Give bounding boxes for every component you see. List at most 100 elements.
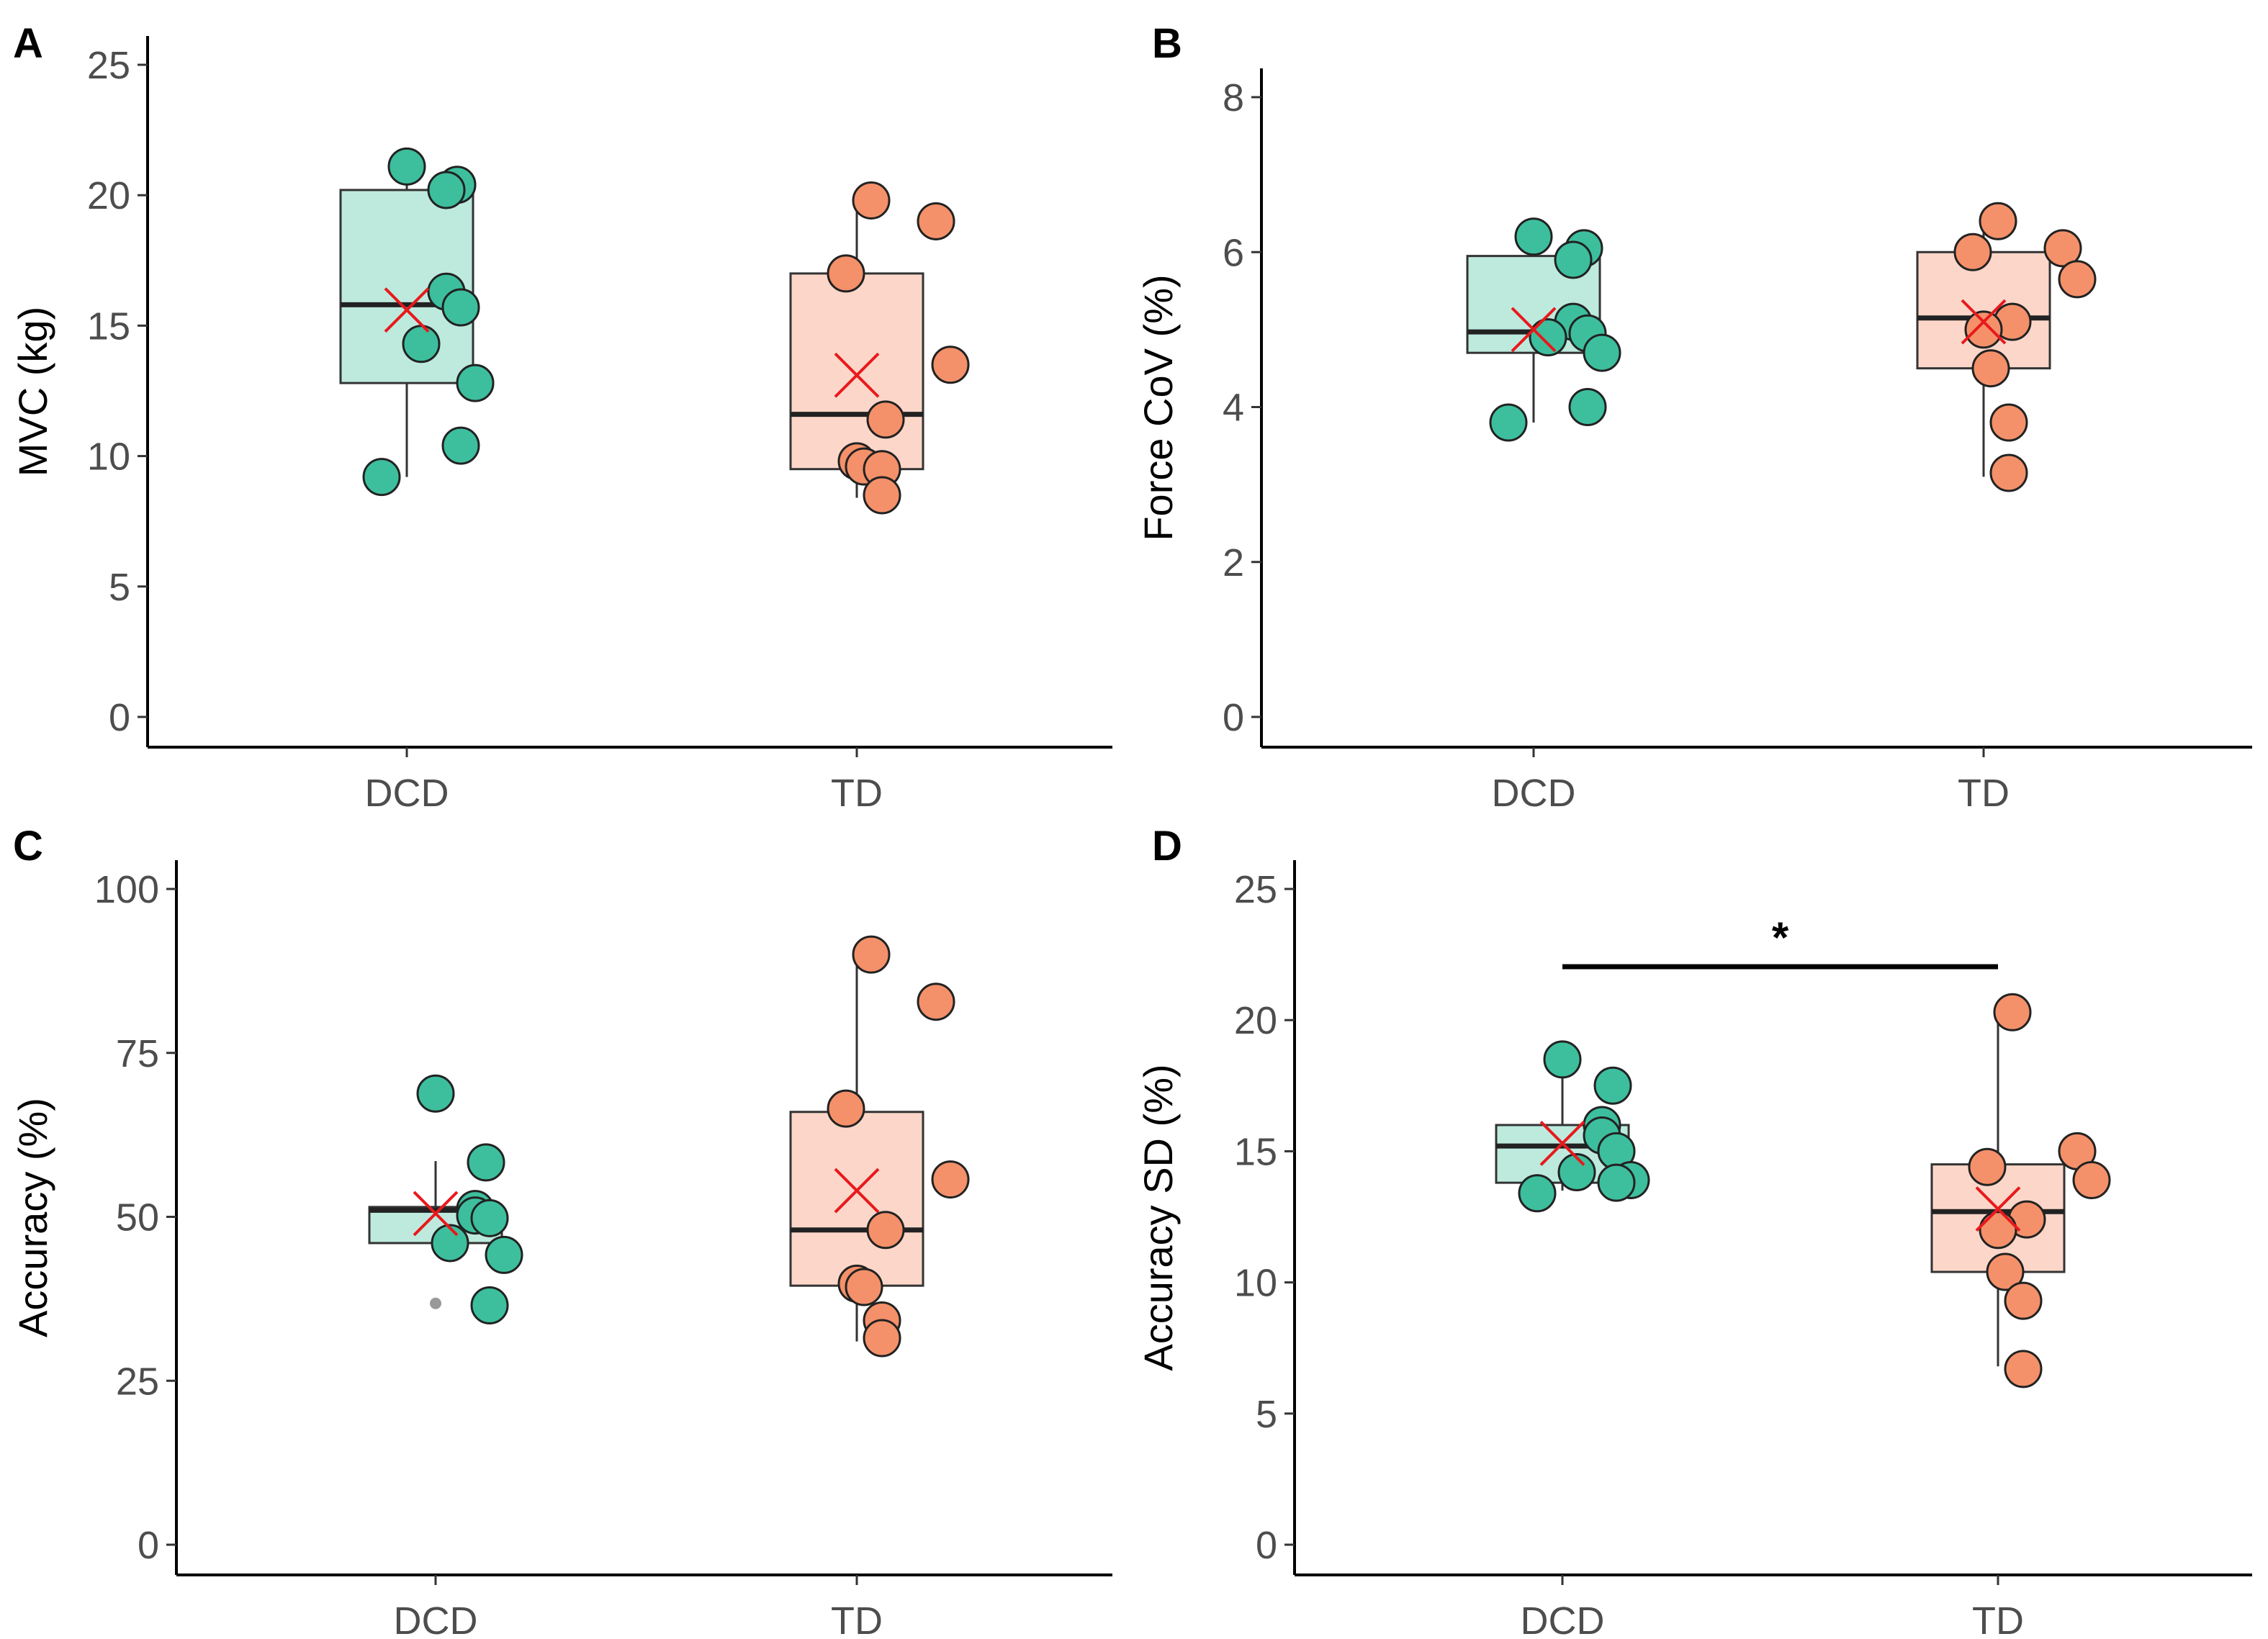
- data-point: [1953, 232, 1992, 271]
- data-point: [1557, 1153, 1596, 1192]
- data-point: [427, 171, 466, 209]
- y-tick-label: 10: [87, 435, 130, 479]
- y-tick-label: 20: [1234, 999, 1277, 1042]
- mean-marker-stroke: [1539, 1121, 1585, 1166]
- data-point: [2004, 1350, 2043, 1389]
- mean-marker: [384, 287, 430, 333]
- panel-a: A 0 5 10 15 20 25 MVC (kg) DCD TD: [10, 20, 1112, 815]
- mean-marker: [1975, 1186, 2021, 1232]
- mean-marker-stroke: [1511, 307, 1557, 353]
- y-axis-title: Accuracy (%): [10, 1098, 55, 1337]
- y-tick-label: 4: [1223, 387, 1244, 430]
- data-point: [1986, 1252, 2025, 1291]
- data-point: [362, 458, 401, 497]
- group-td: [1930, 993, 2111, 1389]
- x-tick-label: TD: [1972, 1599, 2024, 1639]
- y-tick-label: 15: [1234, 1130, 1277, 1173]
- x-tick-label: DCD: [1521, 1599, 1605, 1639]
- panel-letter: D: [1152, 823, 1182, 870]
- mean-marker-stroke: [834, 1168, 880, 1214]
- mean-marker: [834, 352, 880, 398]
- data-point: [1989, 403, 2028, 442]
- iqr-box: [789, 272, 924, 471]
- y-axis-title: Force CoV (%): [1135, 274, 1181, 541]
- x-tick-label: DCD: [365, 772, 449, 815]
- data-point: [866, 1211, 905, 1250]
- data-point: [1979, 202, 2017, 240]
- data-point: [470, 1286, 509, 1324]
- y-tick-label: 100: [94, 868, 159, 911]
- mean-marker-stroke: [413, 1191, 459, 1237]
- data-point: [845, 1268, 883, 1306]
- y-tick-label: 15: [87, 304, 130, 348]
- group-dcd: [1466, 217, 1621, 442]
- data-point: [441, 426, 480, 465]
- data-point: [470, 1198, 509, 1237]
- data-point: [1529, 318, 1567, 357]
- mean-marker: [834, 1168, 880, 1214]
- outlier-point: [430, 1297, 441, 1309]
- y-tick-label: 0: [109, 696, 130, 739]
- data-point: [917, 202, 955, 240]
- y-tick-label: 6: [1223, 231, 1244, 274]
- panel-c: C 0 25 50 75 100 Accuracy (%) DCD TD: [10, 823, 1112, 1639]
- data-point: [863, 1319, 901, 1358]
- y-tick-label: 8: [1223, 76, 1244, 119]
- data-point: [827, 1089, 865, 1128]
- group-td: [789, 935, 970, 1358]
- y-tick-label: 20: [87, 174, 130, 217]
- y-tick-label: 0: [138, 1524, 159, 1567]
- data-point: [852, 181, 891, 220]
- mean-marker: [1961, 299, 2007, 345]
- data-point: [441, 288, 480, 327]
- group-dcd: [339, 147, 495, 497]
- mean-marker: [1539, 1121, 1585, 1166]
- data-point: [931, 1160, 970, 1199]
- data-point: [2058, 260, 2097, 299]
- y-tick-label: 2: [1223, 541, 1244, 584]
- group-td: [1916, 202, 2097, 492]
- group-dcd: [368, 1074, 523, 1324]
- panel-letter: B: [1152, 20, 1182, 67]
- data-point: [1989, 453, 2028, 492]
- data-point: [1514, 217, 1553, 256]
- y-tick-label: 50: [116, 1196, 159, 1240]
- data-point: [1568, 388, 1607, 426]
- data-point: [1518, 1174, 1557, 1213]
- data-point: [485, 1235, 523, 1274]
- group-td: [789, 181, 970, 515]
- significance-label: *: [1772, 913, 1789, 962]
- data-point: [387, 147, 426, 186]
- data-point: [917, 983, 955, 1021]
- group-dcd: [1495, 1040, 1650, 1213]
- x-tick-label: DCD: [1492, 772, 1576, 815]
- panel-letter: C: [13, 823, 43, 870]
- data-point: [1593, 1066, 1632, 1105]
- data-point: [467, 1143, 505, 1182]
- data-point: [1554, 240, 1593, 279]
- iqr-box: [1916, 250, 2051, 370]
- y-tick-label: 0: [1256, 1524, 1277, 1567]
- x-tick-label: TD: [831, 1599, 883, 1639]
- y-tick-label: 25: [1234, 868, 1277, 911]
- data-point: [866, 400, 905, 439]
- panel-d: D 0 5 10 15 20 25 Accuracy SD (%) DCD TD *: [1135, 823, 2252, 1639]
- data-point: [1489, 403, 1528, 442]
- mean-marker-stroke: [1975, 1186, 2021, 1232]
- y-tick-label: 10: [1234, 1262, 1277, 1305]
- mean-marker-stroke: [384, 287, 430, 333]
- panel-letter: A: [13, 20, 43, 67]
- data-point: [1971, 349, 2010, 388]
- data-point: [1543, 1040, 1582, 1079]
- y-tick-label: 5: [109, 566, 130, 609]
- data-point: [852, 935, 891, 974]
- panel-b: B 0 2 4 6 8 Force CoV (%) DCD TD: [1135, 20, 2252, 815]
- x-tick-label: DCD: [394, 1599, 478, 1639]
- data-point: [2004, 1281, 2043, 1320]
- data-point: [2043, 229, 2082, 268]
- data-point: [863, 476, 901, 515]
- y-tick-label: 75: [116, 1032, 159, 1075]
- y-tick-label: 5: [1256, 1393, 1277, 1436]
- data-point: [456, 364, 495, 402]
